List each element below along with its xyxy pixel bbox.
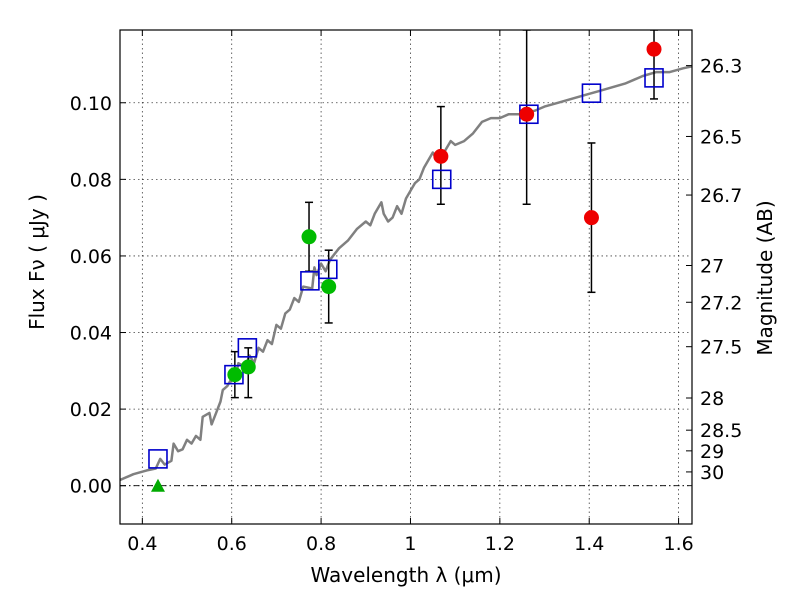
model-band-square xyxy=(224,364,244,385)
mag-tick-label: 27 xyxy=(700,256,724,278)
mag-tick-label: 26.5 xyxy=(700,126,742,148)
x-tick-label: 0.6 xyxy=(217,533,247,555)
photometry-point xyxy=(519,106,535,122)
plot-frame xyxy=(119,29,693,525)
x-axis-label: Wavelength λ (μm) xyxy=(310,563,501,587)
mag-tick-label: 30 xyxy=(700,462,724,484)
x-tick-label: 1.4 xyxy=(574,533,604,555)
y-tick-label: 0.04 xyxy=(70,323,112,345)
y-tick-label: 0.00 xyxy=(70,476,112,498)
y-axis-label: Flux Fν ( μJy ) xyxy=(25,194,49,330)
model-band-square xyxy=(581,83,602,103)
photometry-point xyxy=(583,210,599,226)
mag-tick-label: 29 xyxy=(700,441,724,463)
mag-tick-label: 27.2 xyxy=(700,292,742,314)
x-tick-label: 1.2 xyxy=(485,533,515,555)
tick-layer: 0.4 0.6 0.8 1 1.2 1.4 1.6 0.00 0.02 0.04 0.06 0.08 0… xyxy=(70,30,742,555)
model-band-square xyxy=(148,449,168,469)
y-tick-label: 0.06 xyxy=(70,246,112,268)
photometry-point xyxy=(646,41,662,57)
photometry-point xyxy=(433,148,449,164)
x-tick-label: 1 xyxy=(404,533,416,555)
y-tick-label: 0.08 xyxy=(70,169,112,191)
model-band-square xyxy=(644,68,664,88)
upper-limit-triangle xyxy=(150,478,165,492)
mag-tick-label: 26.3 xyxy=(700,56,742,78)
y-tick-label: 0.10 xyxy=(70,93,112,115)
model-band-square xyxy=(431,169,452,190)
model-band-square xyxy=(300,271,320,291)
grid-layer xyxy=(120,30,692,524)
x-tick-label: 0.8 xyxy=(306,533,336,555)
y2-axis-label: Magnitude (AB) xyxy=(753,200,777,355)
mag-tick-label: 28.5 xyxy=(700,420,742,442)
mag-tick-label: 26.7 xyxy=(700,185,742,207)
plot-border xyxy=(119,29,693,525)
model-spectrum-line xyxy=(120,65,692,482)
y-tick-label: 0.02 xyxy=(70,399,112,421)
mag-tick-label: 27.5 xyxy=(700,337,742,359)
model-band-square xyxy=(237,338,258,358)
data-layer xyxy=(120,30,692,492)
photometry-point xyxy=(227,367,243,383)
photometry-point xyxy=(240,359,256,375)
x-tick-label: 1.6 xyxy=(663,533,693,555)
photometry-point xyxy=(321,279,337,295)
model-band-square xyxy=(317,259,338,280)
x-tick-label: 0.4 xyxy=(127,533,157,555)
mag-tick-label: 28 xyxy=(700,388,724,410)
photometry-point xyxy=(301,229,317,245)
